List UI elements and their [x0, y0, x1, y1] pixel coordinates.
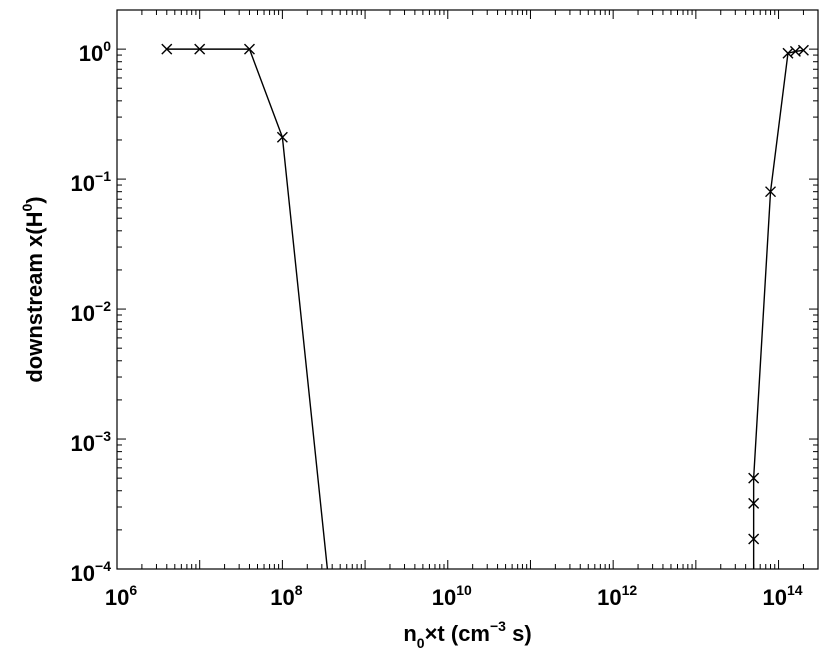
y-tick-label: 10−3	[71, 428, 112, 456]
data-point-x-marker	[161, 43, 173, 55]
y-axis-label: downstream x(H0)	[19, 196, 47, 382]
plot-frame	[116, 9, 819, 570]
data-point-x-marker	[765, 186, 777, 198]
series-2	[748, 44, 809, 569]
tick-labels: 106 108 1010 1012 1014 100 10−1 10−2 10−3 10−4	[71, 38, 803, 610]
series-1	[161, 43, 329, 570]
y-tick-label: 10−1	[71, 168, 112, 196]
plot-area	[116, 9, 819, 570]
data-point-x-marker	[276, 131, 288, 143]
x-tick-label: 1012	[597, 582, 637, 610]
series-layer	[161, 43, 809, 570]
data-point-x-marker	[748, 497, 760, 509]
y-tick-label: 10−4	[71, 558, 112, 586]
data-point-x-marker	[243, 43, 255, 55]
x-tick-label: 108	[270, 582, 302, 610]
data-point-x-marker	[748, 533, 760, 545]
data-point-x-marker	[782, 47, 794, 59]
axis-ticks	[116, 9, 819, 570]
data-point-x-marker	[797, 44, 809, 56]
data-point-x-marker	[194, 43, 206, 55]
x-axis-label: n0×t (cm−3 s)	[403, 618, 531, 651]
x-tick-label: 1014	[763, 582, 803, 610]
x-tick-label: 106	[105, 582, 137, 610]
y-tick-label: 100	[79, 38, 111, 66]
data-point-x-marker	[748, 472, 760, 484]
y-tick-label: 10−2	[71, 298, 112, 326]
x-tick-label: 1010	[432, 582, 472, 610]
